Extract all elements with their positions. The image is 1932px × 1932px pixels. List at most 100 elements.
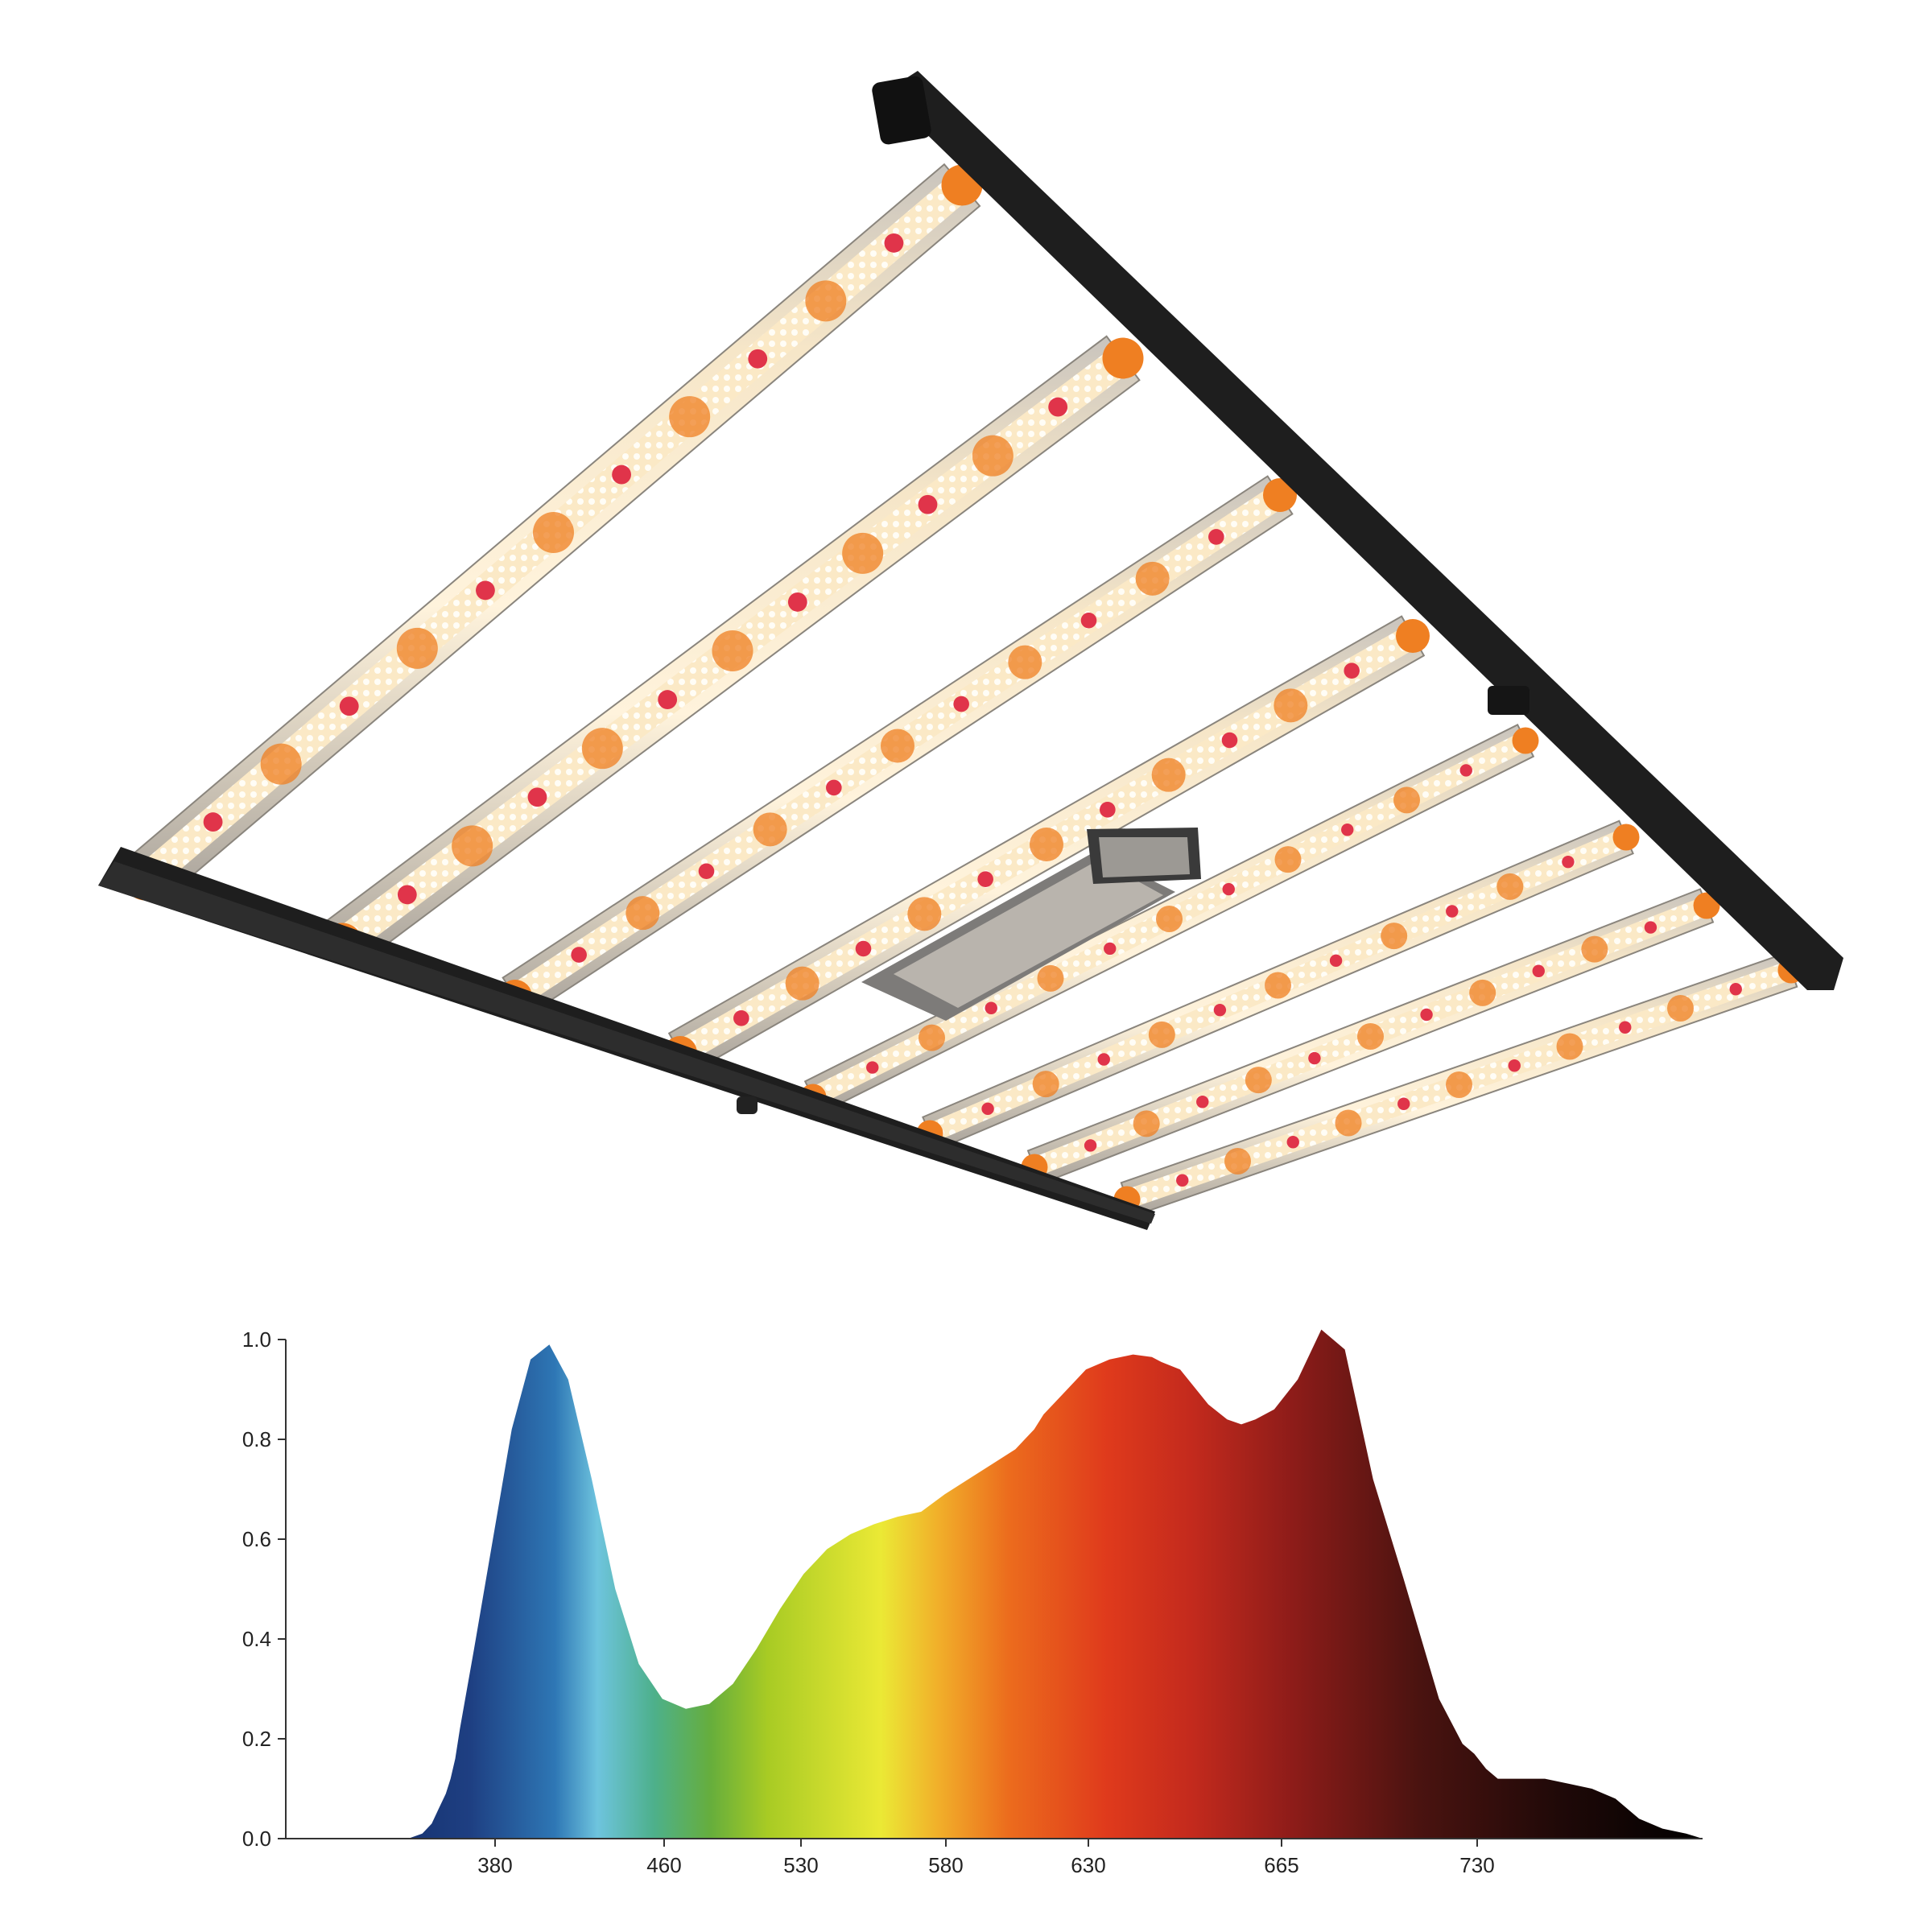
bar-clip <box>1032 1071 1059 1098</box>
bar-clip <box>1469 979 1496 1006</box>
red-led-cluster <box>826 779 842 796</box>
bar-clip <box>972 435 1013 477</box>
bar-clip <box>907 897 942 931</box>
x-tick-label: 380 <box>477 1853 512 1877</box>
red-led-cluster <box>1644 921 1657 934</box>
bar-clip <box>1274 688 1308 723</box>
red-led-cluster <box>855 940 872 957</box>
red-led-cluster <box>571 947 587 963</box>
bar-clip <box>669 396 711 438</box>
red-led-cluster <box>1562 855 1575 869</box>
red-led-cluster <box>866 1061 879 1074</box>
x-tick-label: 460 <box>646 1853 681 1877</box>
red-led-cluster <box>1208 529 1224 545</box>
bar-clip <box>260 743 302 785</box>
bar-clip <box>1151 758 1186 792</box>
bar-clip <box>396 627 438 669</box>
red-led-cluster <box>733 1010 749 1026</box>
bar-clip <box>1357 1023 1384 1050</box>
grow-light-fixture-image <box>98 71 1843 1230</box>
red-led-cluster <box>476 580 495 601</box>
red-led-cluster <box>1286 1136 1299 1149</box>
bar-clip <box>1274 846 1302 873</box>
bar-clip <box>625 896 660 931</box>
bar-clip <box>1102 337 1144 379</box>
bar-clip <box>1224 1148 1251 1174</box>
red-led-cluster <box>1084 1139 1097 1152</box>
red-led-cluster <box>1308 1051 1321 1065</box>
bar-clip <box>1030 828 1063 861</box>
x-tick-label: 665 <box>1264 1853 1298 1877</box>
bar-clip <box>712 630 753 671</box>
bar-clip <box>1693 892 1720 919</box>
red-led-cluster <box>698 863 715 880</box>
bar-clip <box>805 280 847 322</box>
red-led-cluster <box>1097 1053 1110 1066</box>
red-led-cluster <box>1446 905 1459 918</box>
y-tick-label: 1.0 <box>242 1327 271 1352</box>
red-led-cluster <box>658 690 678 709</box>
red-led-cluster <box>1344 663 1360 679</box>
red-led-cluster <box>1329 954 1343 968</box>
red-led-cluster <box>1420 1008 1433 1022</box>
bar-clip <box>1512 727 1539 754</box>
bar-clip <box>581 728 623 770</box>
y-tick-label: 0.8 <box>242 1427 271 1451</box>
red-led-cluster <box>1221 732 1238 749</box>
bar-clip <box>753 812 787 847</box>
red-led-cluster <box>612 464 631 485</box>
y-tick-label: 0.2 <box>242 1727 271 1751</box>
bar-clip <box>1263 478 1297 512</box>
red-led-cluster <box>1196 1096 1209 1108</box>
x-tick-label: 530 <box>783 1853 818 1877</box>
red-led-cluster <box>1048 397 1068 417</box>
red-led-cluster <box>1100 802 1116 818</box>
bar-clip <box>1335 1109 1362 1137</box>
y-tick-label: 0.0 <box>242 1827 271 1851</box>
red-led-cluster <box>203 812 223 832</box>
red-led-cluster <box>787 592 807 612</box>
red-led-cluster <box>1729 983 1742 996</box>
red-led-cluster <box>884 233 904 253</box>
bar-clip <box>1008 645 1042 679</box>
y-tick-label: 0.4 <box>242 1627 271 1651</box>
red-led-cluster <box>1459 764 1472 777</box>
driver-box <box>861 828 1201 1021</box>
x-tick-label: 630 <box>1071 1853 1105 1877</box>
bar-clip <box>1037 964 1064 992</box>
front-rail <box>98 847 1155 1230</box>
bar-clip <box>533 512 574 553</box>
red-led-cluster <box>748 349 768 369</box>
bar-clip <box>1446 1071 1472 1098</box>
spectrum-area <box>287 1329 1703 1839</box>
red-led-cluster <box>1176 1174 1189 1187</box>
red-led-cluster <box>977 871 993 887</box>
bar-clip <box>1581 935 1608 963</box>
red-led-cluster <box>1532 964 1545 977</box>
bar-clip <box>1265 972 1291 999</box>
light-bars <box>124 163 1805 1218</box>
x-axis-ticks: 380 460 530 580 630 665 730 <box>477 1839 1495 1877</box>
red-led-cluster <box>397 885 417 905</box>
bar-clip <box>881 729 914 763</box>
red-led-cluster <box>339 696 359 716</box>
x-tick-label: 580 <box>928 1853 963 1877</box>
bar-clip <box>1393 786 1420 814</box>
red-led-cluster <box>985 1001 997 1014</box>
red-led-cluster <box>1397 1097 1410 1110</box>
red-led-cluster <box>1508 1059 1521 1072</box>
red-led-cluster <box>953 696 969 712</box>
bar-clip <box>1496 873 1524 900</box>
bar-clip <box>1612 824 1640 851</box>
y-axis-ticks: 0.0 0.2 0.4 0.6 0.8 1.0 <box>242 1327 286 1851</box>
y-tick-label: 0.6 <box>242 1527 271 1551</box>
bar-clip <box>785 966 819 1001</box>
red-led-cluster <box>981 1102 994 1116</box>
bar-clip <box>1148 1021 1175 1048</box>
bar-clip <box>1667 995 1694 1022</box>
bar-clip <box>1133 1110 1160 1137</box>
bar-clip <box>1156 906 1183 932</box>
red-led-cluster <box>1341 824 1354 836</box>
red-led-cluster <box>1104 942 1117 956</box>
bar-clip <box>1245 1067 1272 1094</box>
